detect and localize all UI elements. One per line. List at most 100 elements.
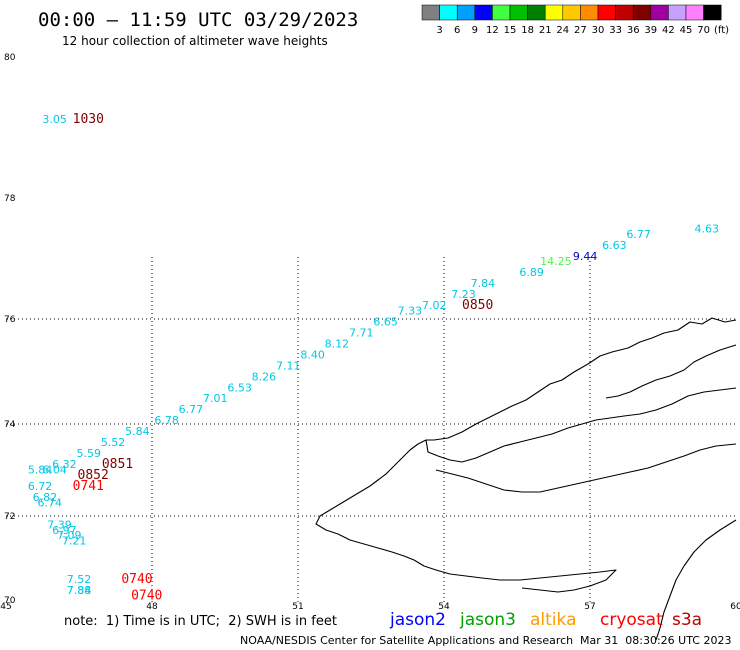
footer-note: note: 1) Time is in UTC; 2) SWH is in fe… — [64, 614, 337, 629]
satellite-jason2: jason2 — [389, 610, 446, 630]
swh-value: 5.84 — [28, 463, 53, 476]
swh-value: 7.01 — [203, 392, 228, 405]
legend-swatch — [668, 4, 687, 21]
swh-value: 9.44 — [573, 250, 598, 263]
legend-swatch — [456, 4, 476, 21]
lat-tick-label: 74 — [4, 420, 16, 430]
coastline — [315, 317, 737, 641]
swh-value: 7.88 — [67, 584, 92, 597]
swh-value: 6.72 — [28, 480, 53, 493]
legend-swatch — [703, 4, 722, 21]
legend-swatch — [562, 4, 581, 21]
legend-swatch — [650, 4, 669, 21]
lon-tick-label: 45 — [0, 602, 11, 612]
legend-swatch — [544, 4, 564, 21]
legend-label: 21 — [539, 25, 552, 36]
swh-value: 6.82 — [33, 491, 58, 504]
swh-value: 7.21 — [62, 535, 87, 548]
figure-title: 00:00 – 11:59 UTC 03/29/2023 — [38, 9, 358, 31]
lon-tick-label: 60 — [730, 602, 740, 612]
legend-label: 24 — [556, 25, 569, 36]
swh-value: 7.52 — [67, 573, 92, 586]
lat-tick-label: 70 — [4, 596, 16, 606]
swh-value: 7.33 — [398, 305, 423, 318]
swh-value: 7.39 — [47, 518, 72, 531]
legend-swatch — [685, 4, 704, 21]
legend-swatch — [439, 4, 458, 21]
swh-value: 8.12 — [325, 337, 350, 350]
swh-value: 6.63 — [602, 239, 627, 252]
legend-swatch — [632, 4, 652, 21]
swh-value: 4.63 — [695, 222, 720, 235]
pass-time: 0740 — [121, 572, 152, 587]
legend-swatch — [597, 4, 616, 21]
swh-value: 7.84 — [67, 584, 92, 597]
legend-label: 3 — [436, 25, 442, 36]
legend-label: 30 — [592, 25, 605, 36]
swh-value: 5.52 — [101, 436, 126, 449]
swh-value: 5.59 — [76, 447, 101, 460]
pass-time: 0741 — [73, 479, 104, 494]
swh-value: 6.32 — [52, 458, 77, 471]
pass-time: 0851 — [102, 457, 133, 472]
swh-value: 7.11 — [276, 359, 301, 372]
footer-timestamp: Mar 31 08:30:26 UTC 2023 — [580, 634, 731, 647]
legend-label: 42 — [662, 25, 675, 36]
lat-tick-label: 76 — [4, 315, 16, 325]
coastline-kara-shore — [655, 519, 737, 641]
satellite-legend: jason2 jason3 altika cryosat s3a — [389, 610, 702, 630]
swh-value: 3.05 — [42, 113, 67, 126]
swh-value: 6.77 — [626, 228, 651, 241]
swh-value: 6.78 — [154, 414, 179, 427]
coastline-north-island-inner — [605, 344, 737, 399]
lat-tick-label: 80 — [4, 53, 16, 63]
legend-label: 18 — [521, 25, 534, 36]
swh-value: 8.26 — [252, 370, 277, 383]
legend-unit: (ft) — [714, 25, 729, 36]
lon-tick-label: 54 — [438, 602, 450, 612]
lat-lon-grid: 45 48 51 54 57 60 80 78 76 74 72 70 — [0, 53, 740, 612]
pass-time: 0850 — [462, 298, 493, 313]
satellite-s3a: s3a — [672, 610, 702, 630]
lat-tick-label: 72 — [4, 512, 15, 522]
legend-swatch — [509, 4, 528, 21]
legend-swatch — [492, 4, 511, 21]
swh-value: 14.25 — [540, 255, 572, 268]
swh-value: 8.40 — [300, 348, 325, 361]
legend-swatch — [421, 4, 440, 21]
legend-label: 45 — [680, 25, 693, 36]
satellite-altika: altika — [530, 610, 577, 630]
swh-value: 6.97 — [52, 524, 77, 537]
swh-value: 7.23 — [451, 288, 476, 301]
swh-value: 7.71 — [349, 326, 374, 339]
legend-label: 12 — [486, 25, 499, 36]
satellite-cryosat: cryosat — [600, 610, 663, 630]
legend-swatch — [527, 4, 546, 21]
swh-value: 5.84 — [125, 425, 150, 438]
legend-swatch — [580, 4, 599, 21]
lon-tick-label: 48 — [146, 602, 158, 612]
wave-height-color-legend: 3 6 9 12 15 18 21 24 27 30 33 36 39 42 45 70 (ft) — [421, 4, 729, 36]
pass-time: 0852 — [78, 468, 109, 483]
lat-tick-label: 78 — [4, 194, 16, 204]
footer-credit: NOAA/NESDIS Center for Satellite Applica… — [240, 634, 573, 647]
swh-value: 6.77 — [179, 403, 204, 416]
swh-value: 7.09 — [57, 529, 82, 542]
coastline-south-island-east — [435, 443, 737, 493]
coastline-north-island — [425, 317, 737, 463]
legend-swatch — [474, 4, 493, 21]
swh-value: 6.89 — [519, 266, 544, 279]
legend-label: 33 — [609, 25, 622, 36]
lon-tick-label: 57 — [584, 602, 595, 612]
swh-value: 7.84 — [471, 277, 496, 290]
wave-height-observations: 3.054.636.776.639.4414.256.897.847.237.0… — [28, 113, 719, 597]
satellite-jason3: jason3 — [459, 610, 516, 630]
swh-value: 6.53 — [227, 381, 252, 394]
swh-value: 6.74 — [38, 496, 63, 509]
swh-value: 7.02 — [422, 299, 447, 312]
pass-time: 0740 — [131, 589, 162, 604]
legend-label: 15 — [504, 25, 517, 36]
legend-label: 36 — [627, 25, 640, 36]
